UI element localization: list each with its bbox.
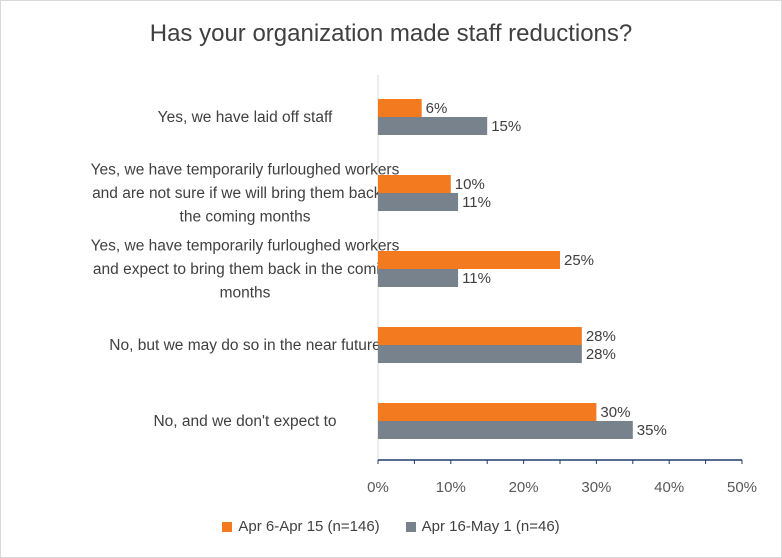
legend-item-series-2: Apr 16-May 1 (n=46) [405, 518, 560, 535]
bar-series-1 [378, 99, 422, 117]
legend-item-series-1: Apr 6-Apr 15 (n=146) [222, 518, 380, 535]
data-label-series-1: 10% [455, 176, 485, 193]
category-label: the coming months [180, 209, 311, 226]
data-label-series-2: 35% [637, 422, 667, 439]
data-label-series-2: 11% [462, 194, 491, 211]
x-tick-label: 40% [654, 479, 684, 496]
data-label-series-1: 28% [586, 328, 616, 345]
category-label: No, but we may do so in the near future [109, 337, 380, 354]
legend-swatch-series-1 [222, 521, 233, 532]
category-label: No, and we don't expect to [153, 413, 336, 430]
bar-series-1 [378, 175, 451, 193]
legend-swatch-series-2 [405, 521, 416, 532]
bar-series-2 [378, 421, 633, 439]
bar-series-1 [378, 251, 560, 269]
data-label-series-2: 15% [491, 118, 521, 135]
data-label-series-1: 6% [426, 100, 448, 117]
x-tick-label: 20% [509, 479, 539, 496]
x-tick-label: 30% [581, 479, 611, 496]
category-label: Yes, we have laid off staff [158, 109, 333, 126]
category-label: Yes, we have temporarily furloughed work… [91, 162, 400, 179]
category-label: months [220, 285, 271, 302]
bar-series-1 [378, 403, 597, 421]
legend-label-series-1: Apr 6-Apr 15 (n=146) [238, 518, 380, 535]
bar-series-1 [378, 327, 582, 345]
x-tick-label: 0% [367, 479, 389, 496]
x-tick-label: 50% [727, 479, 757, 496]
category-label: and expect to bring them back in the com… [93, 261, 397, 278]
bar-series-2 [378, 345, 582, 363]
bar-series-2 [378, 117, 488, 135]
data-label-series-1: 25% [564, 252, 594, 269]
chart-title: Has your organization made staff reducti… [149, 20, 633, 47]
data-label-series-2: 11% [462, 270, 491, 287]
bar-series-2 [378, 269, 459, 287]
category-label: and are not sure if we will bring them b… [92, 185, 398, 202]
legend: Apr 6-Apr 15 (n=146) Apr 16-May 1 (n=46) [0, 518, 782, 535]
bar-series-2 [378, 193, 459, 211]
data-label-series-2: 28% [586, 346, 616, 363]
x-tick-label: 10% [436, 479, 466, 496]
category-label: Yes, we have temporarily furloughed work… [91, 238, 400, 255]
legend-label-series-2: Apr 16-May 1 (n=46) [421, 518, 560, 535]
data-label-series-1: 30% [600, 404, 630, 421]
